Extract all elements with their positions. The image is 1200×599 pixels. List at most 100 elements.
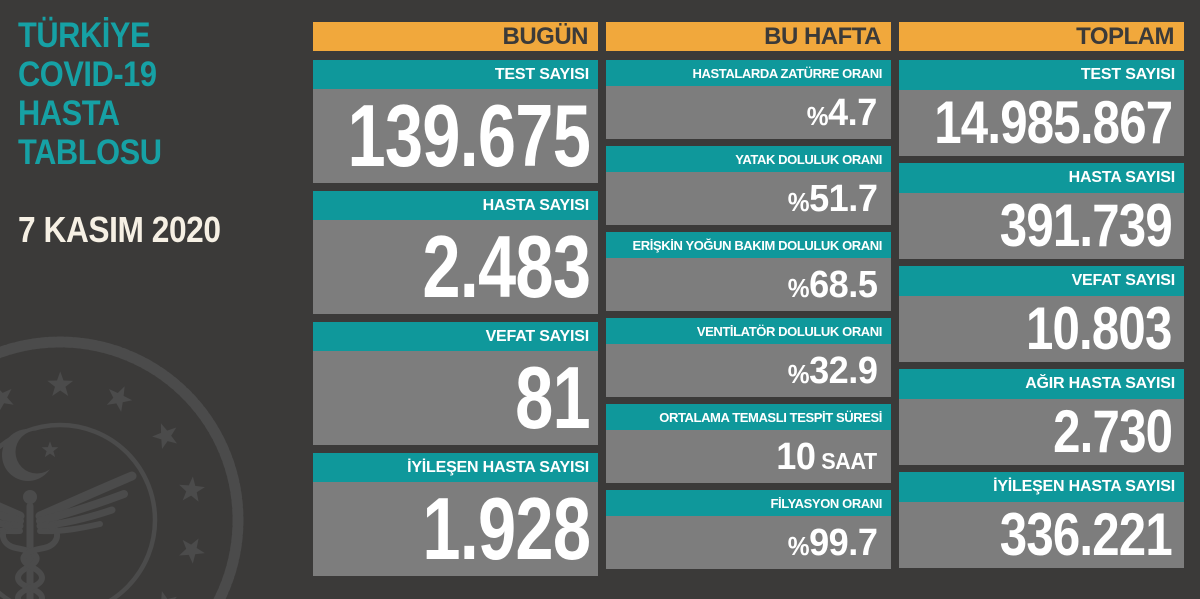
stat-value: 2.483 <box>313 220 598 314</box>
stat-value: 10 SAAT <box>606 430 891 483</box>
caduceus-staff-knob <box>23 490 37 504</box>
sidebar: TÜRKİYE COVID-19 HASTA TABLOSU 7 KASIM 2… <box>0 0 313 599</box>
card-list: HASTALARDA ZATÜRRE ORANI %4.7 YATAK DOLULU… <box>606 60 891 569</box>
stat-value: 336.221 <box>899 502 1184 568</box>
stat-label: ERİŞKİN YOĞUN BAKIM DOLULUK ORANI <box>606 232 891 258</box>
stat-label: HASTA SAYISI <box>313 191 598 220</box>
caduceus-left-wing <box>0 502 25 535</box>
stat-card: AĞIR HASTA SAYISI 2.730 <box>899 369 1184 465</box>
column-header: BU HAFTA <box>606 22 891 51</box>
snake-head-right <box>47 521 57 531</box>
emblem-rope-circle <box>0 336 244 599</box>
percent-sign: % <box>787 188 809 217</box>
stat-value: %32.9 <box>606 344 891 397</box>
stat-column-toplam: TOPLAM TEST SAYISI 14.985.867 HASTA SAYISI 3… <box>899 22 1184 576</box>
stat-number: 51.7 <box>808 177 878 220</box>
emblem-star-icon <box>179 538 205 564</box>
stat-value: 391.739 <box>899 193 1184 259</box>
stat-value-line: 2.730 <box>1053 402 1173 462</box>
caduceus-snake-right <box>15 523 61 599</box>
stat-value-line: 10 SAAT <box>776 435 878 478</box>
column-header: TOPLAM <box>899 22 1184 51</box>
stat-label: İYİLEŞEN HASTA SAYISI <box>313 453 598 482</box>
stat-value: %4.7 <box>606 86 891 139</box>
stat-number: 1.928 <box>422 482 591 576</box>
stat-label: HASTALARDA ZATÜRRE ORANI <box>606 60 891 86</box>
stat-number: 14.985.867 <box>933 90 1173 156</box>
emblem-star-icon <box>151 591 177 599</box>
stat-card: VEFAT SAYISI 10.803 <box>899 266 1184 362</box>
stat-card: ERİŞKİN YOĞUN BAKIM DOLULUK ORANI %68.5 <box>606 232 891 311</box>
percent-sign: % <box>806 102 829 131</box>
stat-label: YATAK DOLULUK ORANI <box>606 146 891 172</box>
stat-number: 81 <box>515 351 591 445</box>
stat-value: %51.7 <box>606 172 891 225</box>
stat-number: 32.9 <box>808 349 878 392</box>
stat-value-line: 336.221 <box>999 502 1173 568</box>
stat-column-bu-hafta: BU HAFTA HASTALARDA ZATÜRRE ORANI %4.7 YATA… <box>606 22 891 576</box>
stat-label: VENTİLATÖR DOLULUK ORANI <box>606 318 891 344</box>
stat-number: 10.803 <box>1026 296 1172 362</box>
stats-columns: BUGÜN TEST SAYISI 139.675 HASTA SAYISI 2.483… <box>313 22 1184 576</box>
stat-label: İYİLEŞEN HASTA SAYISI <box>899 472 1184 502</box>
crescent-star-icon <box>41 441 59 458</box>
stat-column-bugun: BUGÜN TEST SAYISI 139.675 HASTA SAYISI 2.483… <box>313 22 598 576</box>
stat-label: ORTALAMA TEMASLI TESPİT SÜRESİ <box>606 404 891 430</box>
column-header: BUGÜN <box>313 22 598 51</box>
stat-value: 10.803 <box>899 296 1184 362</box>
snake-head-left <box>3 521 13 531</box>
stat-card: TEST SAYISI 14.985.867 <box>899 60 1184 156</box>
stat-value: 139.675 <box>313 89 598 183</box>
stat-number: 139.675 <box>347 89 590 183</box>
emblem-star-icon <box>0 385 14 412</box>
stat-value-line: %4.7 <box>806 94 878 132</box>
stat-label: FİLYASYON ORANI <box>606 490 891 516</box>
percent-sign: % <box>787 274 809 303</box>
stat-card: HASTA SAYISI 2.483 <box>313 191 598 314</box>
stat-value-line: 391.739 <box>999 193 1173 259</box>
card-list: TEST SAYISI 14.985.867 HASTA SAYISI 391.739… <box>899 60 1184 568</box>
unit-label: SAAT <box>821 447 878 474</box>
page-title-line: HASTA <box>18 94 120 133</box>
stat-number: 336.221 <box>999 502 1173 568</box>
stat-card: YATAK DOLULUK ORANI %51.7 <box>606 146 891 225</box>
stat-value: %99.7 <box>606 516 891 569</box>
stat-card: VENTİLATÖR DOLULUK ORANI %32.9 <box>606 318 891 397</box>
report-date: 7 KASIM 2020 <box>18 209 221 250</box>
emblem-star-icon <box>179 476 205 502</box>
stat-card: ORTALAMA TEMASLI TESPİT SÜRESİ 10 SAAT <box>606 404 891 483</box>
stat-label: VEFAT SAYISI <box>313 322 598 351</box>
caduceus-right-wing <box>35 471 137 535</box>
stat-value: 1.928 <box>313 482 598 576</box>
stat-label: TEST SAYISI <box>313 60 598 89</box>
stat-card: HASTALARDA ZATÜRRE ORANI %4.7 <box>606 60 891 139</box>
stat-value-line: %32.9 <box>787 352 877 390</box>
stat-number: 10 <box>776 435 817 478</box>
percent-sign: % <box>787 360 809 389</box>
card-list: TEST SAYISI 139.675 HASTA SAYISI 2.483 VEFAT… <box>313 60 598 576</box>
page-title-line: COVID-19 <box>18 55 157 94</box>
stat-value-line: %99.7 <box>787 524 877 562</box>
page-title-line: TÜRKİYE <box>18 16 151 55</box>
stat-value-line: 1.928 <box>422 482 591 576</box>
emblem-inner-circle <box>0 422 158 599</box>
stat-value: 14.985.867 <box>899 90 1184 156</box>
stat-value-line: %68.5 <box>787 266 877 304</box>
stat-number: 2.483 <box>422 220 591 314</box>
stat-card: İYİLEŞEN HASTA SAYISI 1.928 <box>313 453 598 576</box>
emblem-star-icon <box>106 386 133 412</box>
stat-value-line: 10.803 <box>1026 299 1172 359</box>
stat-card: HASTA SAYISI 391.739 <box>899 163 1184 259</box>
stat-number: 391.739 <box>999 193 1173 259</box>
health-ministry-emblem-icon <box>0 336 244 599</box>
page-title-line: TABLOSU <box>18 133 162 172</box>
stat-number: 99.7 <box>808 521 878 564</box>
stat-card: TEST SAYISI 139.675 <box>313 60 598 183</box>
stat-value-line: 14.985.867 <box>933 90 1173 156</box>
emblem-star-icon <box>47 371 74 397</box>
crescent-cut <box>15 430 59 474</box>
percent-sign: % <box>787 532 809 561</box>
stat-value-line: 2.483 <box>422 220 591 314</box>
stat-label: VEFAT SAYISI <box>899 266 1184 296</box>
page-title: TÜRKİYE COVID-19 HASTA TABLOSU <box>18 16 162 172</box>
